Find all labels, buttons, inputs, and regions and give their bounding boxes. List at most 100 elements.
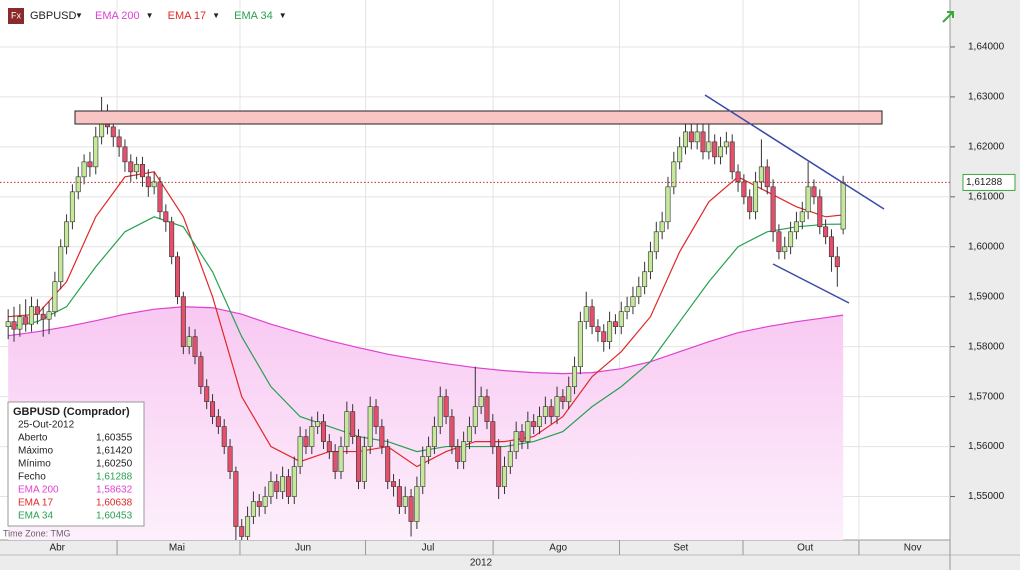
- candle-body: [665, 186, 671, 223]
- candle-body: [274, 481, 280, 492]
- legend-entry[interactable]: EMA 34: [234, 10, 273, 22]
- candle-body: [817, 196, 823, 228]
- candle-body: [385, 446, 391, 482]
- legend-entry[interactable]: EMA 17: [168, 10, 207, 22]
- candle-body: [81, 161, 87, 178]
- candle-body: [373, 406, 379, 427]
- y-tick-label: 1,60000: [968, 241, 1005, 252]
- dropdown-arrow[interactable]: ▼: [146, 11, 154, 20]
- candle-body: [210, 401, 216, 417]
- candle-body: [496, 446, 502, 487]
- ema-line: [8, 216, 844, 453]
- candle-body: [204, 386, 210, 402]
- candle-body: [642, 271, 648, 288]
- candle-body: [729, 141, 735, 173]
- candle-body: [391, 481, 397, 487]
- legend-entry[interactable]: EMA 200: [95, 10, 140, 22]
- candle-body: [519, 431, 525, 442]
- candle-body: [303, 436, 309, 447]
- candle-body: [466, 426, 472, 442]
- info-value: 1,60638: [96, 498, 133, 509]
- candle-body: [414, 486, 420, 522]
- candle-body: [297, 436, 303, 467]
- candle-body: [531, 421, 537, 427]
- dropdown-arrow[interactable]: ▼: [279, 11, 287, 20]
- trend-icon[interactable]: [942, 11, 954, 23]
- candle-body: [723, 141, 729, 148]
- candle-body: [758, 166, 764, 183]
- candle-body: [332, 451, 338, 472]
- candle-body: [69, 191, 75, 223]
- candle-body: [583, 306, 589, 323]
- dropdown-arrow[interactable]: ▼: [212, 11, 220, 20]
- info-date: 25-Out-2012: [18, 420, 75, 431]
- candle-body: [285, 476, 291, 497]
- candle-body: [653, 231, 659, 253]
- y-tick-label: 1,56000: [968, 441, 1005, 452]
- candle-body: [215, 416, 221, 427]
- candle-body: [326, 441, 332, 452]
- info-label: EMA 200: [18, 485, 59, 496]
- dropdown-arrow[interactable]: ▼: [75, 11, 83, 20]
- candle-body: [636, 286, 642, 298]
- candle-body: [169, 221, 175, 258]
- trendline[interactable]: [704, 94, 885, 210]
- candle-body: [315, 421, 321, 427]
- candle-body: [75, 176, 81, 193]
- candle-body: [618, 311, 624, 327]
- candle-body: [175, 256, 181, 298]
- candle-body: [23, 316, 29, 325]
- candle-body: [5, 321, 11, 327]
- candle-body: [338, 446, 344, 472]
- candle-body: [110, 126, 116, 138]
- candle-body: [122, 146, 128, 163]
- candle-body: [455, 446, 461, 462]
- candle-body: [29, 306, 35, 325]
- info-label: EMA 34: [18, 511, 53, 522]
- candle-body: [718, 146, 724, 158]
- candle-body: [548, 406, 554, 417]
- candle-body: [682, 131, 688, 148]
- time-zone: Time Zone: TMG: [3, 528, 71, 538]
- candle-body: [17, 316, 23, 330]
- candle-body: [706, 141, 712, 153]
- candle-body: [735, 171, 741, 183]
- y-tick-label: 1,55000: [968, 491, 1005, 502]
- info-label: Aberto: [18, 433, 48, 444]
- candle-body: [764, 166, 770, 188]
- info-value: 1,61288: [96, 472, 133, 483]
- info-value: 1,58632: [96, 485, 133, 496]
- candle-body: [688, 131, 694, 143]
- ema-area: [8, 306, 844, 540]
- candle-body: [793, 221, 799, 233]
- x-tick-label: Out: [797, 543, 813, 554]
- candle-body: [192, 336, 198, 357]
- info-value: 1,60453: [96, 511, 133, 522]
- x-tick-label: Ago: [549, 543, 567, 554]
- candle-body: [840, 182, 846, 230]
- candle-body: [180, 296, 186, 347]
- candle-body: [647, 251, 653, 273]
- candle-body: [478, 396, 484, 407]
- trendline[interactable]: [772, 263, 850, 304]
- candle-body: [507, 451, 513, 467]
- candle-body: [753, 181, 759, 213]
- candle-body: [834, 256, 840, 268]
- candle-body: [770, 186, 776, 233]
- candle-body: [712, 141, 718, 158]
- candle-body: [431, 426, 437, 447]
- candle-body: [262, 496, 268, 507]
- candle-body: [601, 331, 607, 342]
- candle-body: [46, 311, 52, 320]
- candle-body: [145, 176, 151, 188]
- y-tick-label: 1,64000: [968, 42, 1005, 53]
- candle-body: [525, 421, 531, 442]
- symbol-menu[interactable]: GBPUSD: [30, 10, 77, 22]
- candle-body: [186, 336, 192, 347]
- symbol-icon[interactable]: [8, 8, 24, 24]
- candle-body: [402, 496, 408, 507]
- candle-body: [134, 164, 140, 173]
- resistance-zone[interactable]: [74, 110, 883, 125]
- candle-body: [560, 396, 566, 402]
